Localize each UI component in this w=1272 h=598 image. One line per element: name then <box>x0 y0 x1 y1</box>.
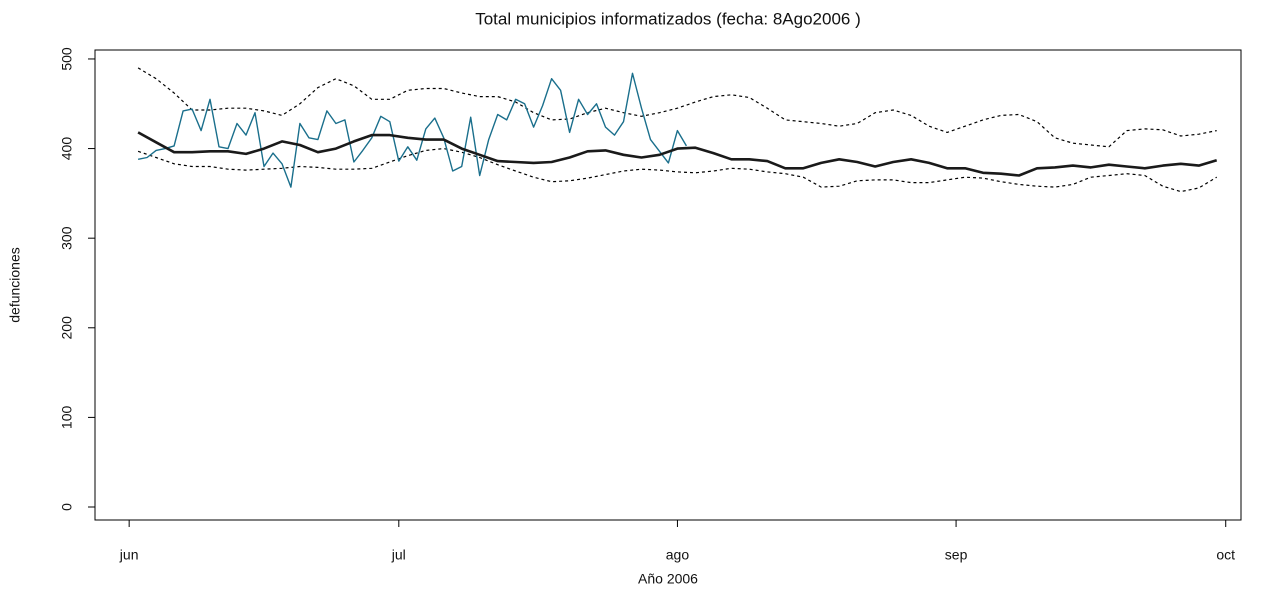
y-tick-label: 100 <box>59 406 75 430</box>
y-tick-label: 200 <box>59 316 75 340</box>
chart-title: Total municipios informatizados (fecha: … <box>475 9 861 28</box>
x-tick-label: ago <box>666 547 690 563</box>
series-line <box>137 131 1218 177</box>
x-axis-label: Año 2006 <box>638 571 698 587</box>
y-tick-label: 300 <box>59 226 75 250</box>
y-axis-label: defunciones <box>7 247 23 323</box>
x-tick-label: sep <box>945 547 968 563</box>
x-tick-label: oct <box>1216 547 1235 563</box>
series-line <box>137 72 688 188</box>
plot-frame <box>94 49 1242 521</box>
x-tick-label: jun <box>119 547 139 563</box>
series-line <box>137 67 1217 148</box>
y-tick-label: 500 <box>59 47 75 71</box>
y-tick-label: 0 <box>59 503 75 511</box>
x-tick-label: jul <box>391 547 406 563</box>
series-line <box>137 148 1218 193</box>
y-tick-label: 400 <box>59 137 75 161</box>
